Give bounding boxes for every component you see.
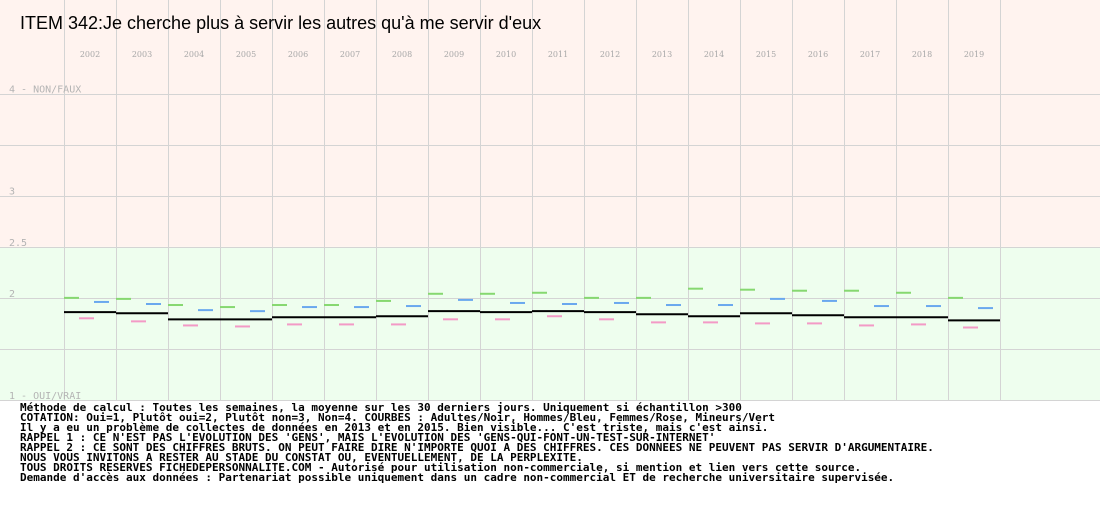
year-label-2002: 2002 [80, 50, 100, 59]
y-axis-labels: 4 - NON/FAUX 3 2.5 2 1 - OUI/VRAI [9, 85, 81, 402]
year-label-2005: 2005 [236, 50, 256, 59]
note-line-3: Il y a eu un problème de collectes de do… [20, 421, 768, 434]
band-0 [0, 246, 1100, 400]
ylabel-4: 4 - NON/FAUX [9, 85, 81, 96]
gridlines [0, 0, 1100, 401]
year-label-2017: 2017 [860, 50, 880, 59]
x-axis-labels: 2002 2003 2004 2005 2006 2007 2008 2009 2010 2011… [80, 50, 984, 59]
year-label-2018: 2018 [912, 50, 932, 59]
year-label-2012: 2012 [600, 50, 620, 59]
year-label-2014: 2014 [704, 50, 724, 59]
note-line-2: COTATION: Oui=1, Plutôt oui=2, Plutôt no… [20, 411, 775, 424]
ylabel-3: 3 [9, 187, 15, 198]
year-label-2007: 2007 [340, 50, 360, 59]
year-label-2015: 2015 [756, 50, 776, 59]
series-hommes [94, 297, 993, 313]
background-bands [0, 0, 1100, 400]
note-line-8: Demande d'accès aux données : Partenaria… [20, 471, 894, 484]
footnotes: Méthode de calcul : Toutes les semaines,… [20, 401, 934, 484]
note-line-4: RAPPEL 1 : CE N'EST PAS L'EVOLUTION DES … [20, 431, 715, 444]
year-label-2010: 2010 [496, 50, 516, 59]
year-label-2004: 2004 [184, 50, 204, 59]
note-line-5: RAPPEL 2 : CE SONT DES CHIFFRES BRUTS. O… [20, 441, 934, 454]
series-femmes [79, 315, 978, 329]
year-label-2016: 2016 [808, 50, 828, 59]
ylabel-1: 1 - OUI/VRAI [9, 391, 81, 402]
note-line-6: NOUS VOUS INVITONS A RESTER AU STADE DU … [20, 451, 583, 464]
ylabel-2: 2 [9, 289, 15, 300]
year-label-2013: 2013 [652, 50, 672, 59]
year-label-2006: 2006 [288, 50, 308, 59]
year-label-2009: 2009 [444, 50, 464, 59]
year-label-2019: 2019 [964, 50, 984, 59]
year-label-2008: 2008 [392, 50, 412, 59]
series-adultes [64, 310, 1000, 322]
year-label-2003: 2003 [132, 50, 152, 59]
ylabel-2-5: 2.5 [9, 238, 27, 249]
chart-title: ITEM 342:Je cherche plus à servir les au… [20, 13, 541, 33]
series-mineurs [64, 287, 963, 309]
data-series [64, 287, 1000, 329]
band-top [0, 0, 1100, 89]
year-label-2011: 2011 [548, 50, 568, 59]
band-1 [0, 88, 1100, 247]
note-line-7: TOUS DROITS RESERVES FICHEDEPERSONNALITE… [20, 461, 861, 474]
note-line-1: Méthode de calcul : Toutes les semaines,… [20, 401, 742, 414]
